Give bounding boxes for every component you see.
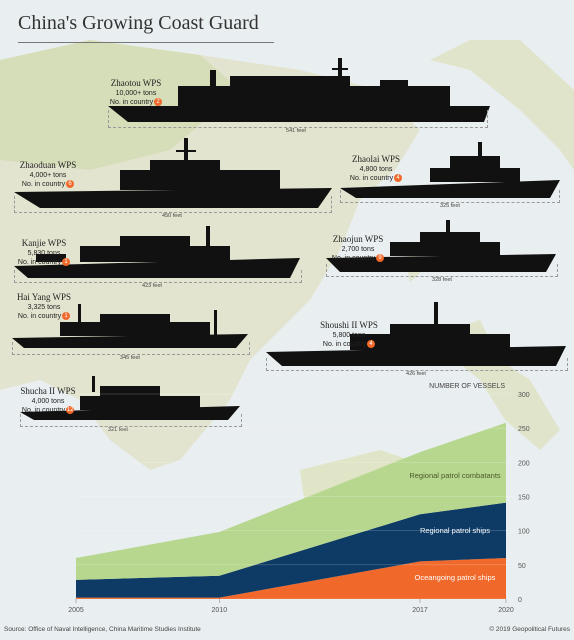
ship-count-badge: 12 <box>66 406 75 415</box>
source-note: Source: Office of Naval Intelligence, Ch… <box>4 626 201 633</box>
y-tick-label: 150 <box>518 495 530 502</box>
y-tick-label: 0 <box>518 597 522 604</box>
ship-shucha <box>20 376 240 420</box>
ship-tons: 4,800 tons <box>359 166 393 173</box>
ship-shoushi <box>266 302 566 366</box>
ship-count-label: No. in country <box>109 99 154 106</box>
ship-length: 450 feet <box>162 213 182 219</box>
series-label: Oceangoing patrol ships <box>415 573 496 582</box>
ship-zhaoduan <box>14 138 332 208</box>
ship-count-badge: 1 <box>62 258 71 267</box>
ship-zhaolai <box>340 142 560 198</box>
ship-count-label: No. in country <box>331 255 376 262</box>
x-tick-label: 2020 <box>498 607 514 614</box>
series-label: Regional patrol combatants <box>409 471 501 480</box>
ship-count-badge: 4 <box>394 174 403 183</box>
ship-tons: 3,325 tons <box>27 304 61 311</box>
ship-length: 345 feet <box>120 355 140 361</box>
ship-length: 328 feet <box>432 277 452 283</box>
ship-length: 423 feet <box>142 283 162 289</box>
series-label: Regional patrol ships <box>420 526 490 535</box>
y-tick-label: 250 <box>518 426 530 433</box>
ship-name: Zhaojun WPS <box>332 234 384 244</box>
ship-tons: 5,800 tons <box>332 332 366 339</box>
ship-count-badge: 1 <box>62 312 71 321</box>
ship-length: 541 feet <box>286 128 306 134</box>
ship-box-zhaojun <box>326 264 558 277</box>
title-underline <box>18 42 274 43</box>
y-tick-label: 100 <box>518 529 530 536</box>
ship-label-shoushi: Shoushi II WPS 5,800 tons No. in country… <box>306 320 392 349</box>
ship-length: 321 feet <box>108 427 128 433</box>
ship-count-badge: 9 <box>376 254 385 263</box>
ship-tons: 4,000+ tons <box>29 172 67 179</box>
ship-count-label: No. in country <box>17 313 62 320</box>
area-series-0 <box>76 558 506 599</box>
ship-count-badge: 6 <box>66 180 75 189</box>
ship-name: Zhaolai WPS <box>351 154 401 164</box>
area-series-2 <box>76 422 506 580</box>
ship-box-zhaoduan <box>14 196 332 213</box>
ship-name: Hai Yang WPS <box>16 292 72 302</box>
ship-length: 325 feet <box>440 203 460 209</box>
ship-count-label: No. in country <box>21 407 66 414</box>
y-tick-label: 50 <box>518 563 526 570</box>
ship-tons: 4,000 tons <box>31 398 65 405</box>
ship-name: Shucha II WPS <box>20 386 76 396</box>
ship-length: 426 feet <box>406 371 426 377</box>
x-tick-label: 2005 <box>68 607 84 614</box>
ship-box-kanjie <box>14 270 302 283</box>
northern-highlands <box>0 40 240 170</box>
y-tick-label: 200 <box>518 460 530 467</box>
ship-haiyang <box>12 304 248 348</box>
ship-name: Shoushi II WPS <box>320 320 378 330</box>
korea-japan <box>430 40 574 170</box>
ship-label-zhaotou: Zhaotou WPS 10,000+ tons No. in country 2 <box>96 78 176 107</box>
ship-label-kanjie: Kanjie WPS 5,830 tons No. in country 1 <box>6 238 82 267</box>
ship-name: Zhaoduan WPS <box>19 160 77 170</box>
ship-count-badge: 4 <box>367 340 376 349</box>
ship-box-zhaotou <box>108 110 488 128</box>
area-series-1 <box>76 502 506 598</box>
ship-tons: 2,700 tons <box>341 246 375 253</box>
ship-box-haiyang <box>12 342 250 355</box>
ship-zhaotou <box>108 58 490 122</box>
y-axis-label: NUMBER OF VESSELS <box>429 383 505 390</box>
ship-label-haiyang: Hai Yang WPS 3,325 tons No. in country 1 <box>4 292 84 321</box>
ship-tons: 5,830 tons <box>27 250 61 257</box>
page-title: China's Growing Coast Guard <box>18 12 259 34</box>
ship-count-label: No. in country <box>349 175 394 182</box>
x-tick-label: 2017 <box>412 607 428 614</box>
ship-name: Kanjie WPS <box>21 238 67 248</box>
ship-box-zhaolai <box>340 190 560 203</box>
ship-box-shoushi <box>266 358 568 371</box>
ship-kanjie <box>14 226 300 278</box>
ship-tons: 10,000+ tons <box>115 90 157 97</box>
ship-label-zhaojun: Zhaojun WPS 2,700 tons No. in country 9 <box>320 234 396 263</box>
copyright-note: © 2019 Geopolitical Futures <box>489 626 570 633</box>
ship-label-shucha: Shucha II WPS 4,000 tons No. in country 1… <box>8 386 88 415</box>
ship-count-label: No. in country <box>322 341 367 348</box>
y-tick-label: 300 <box>518 392 530 399</box>
ship-count-label: No. in country <box>21 181 66 188</box>
ship-count-label: No. in country <box>17 259 62 266</box>
ship-box-shucha <box>20 414 242 427</box>
ship-label-zhaolai: Zhaolai WPS 4,800 tons No. in country 4 <box>334 154 418 183</box>
ship-label-zhaoduan: Zhaoduan WPS 4,000+ tons No. in country 6 <box>6 160 90 189</box>
ship-name: Zhaotou WPS <box>110 78 162 88</box>
x-tick-label: 2010 <box>212 607 228 614</box>
ship-count-badge: 2 <box>154 98 163 107</box>
